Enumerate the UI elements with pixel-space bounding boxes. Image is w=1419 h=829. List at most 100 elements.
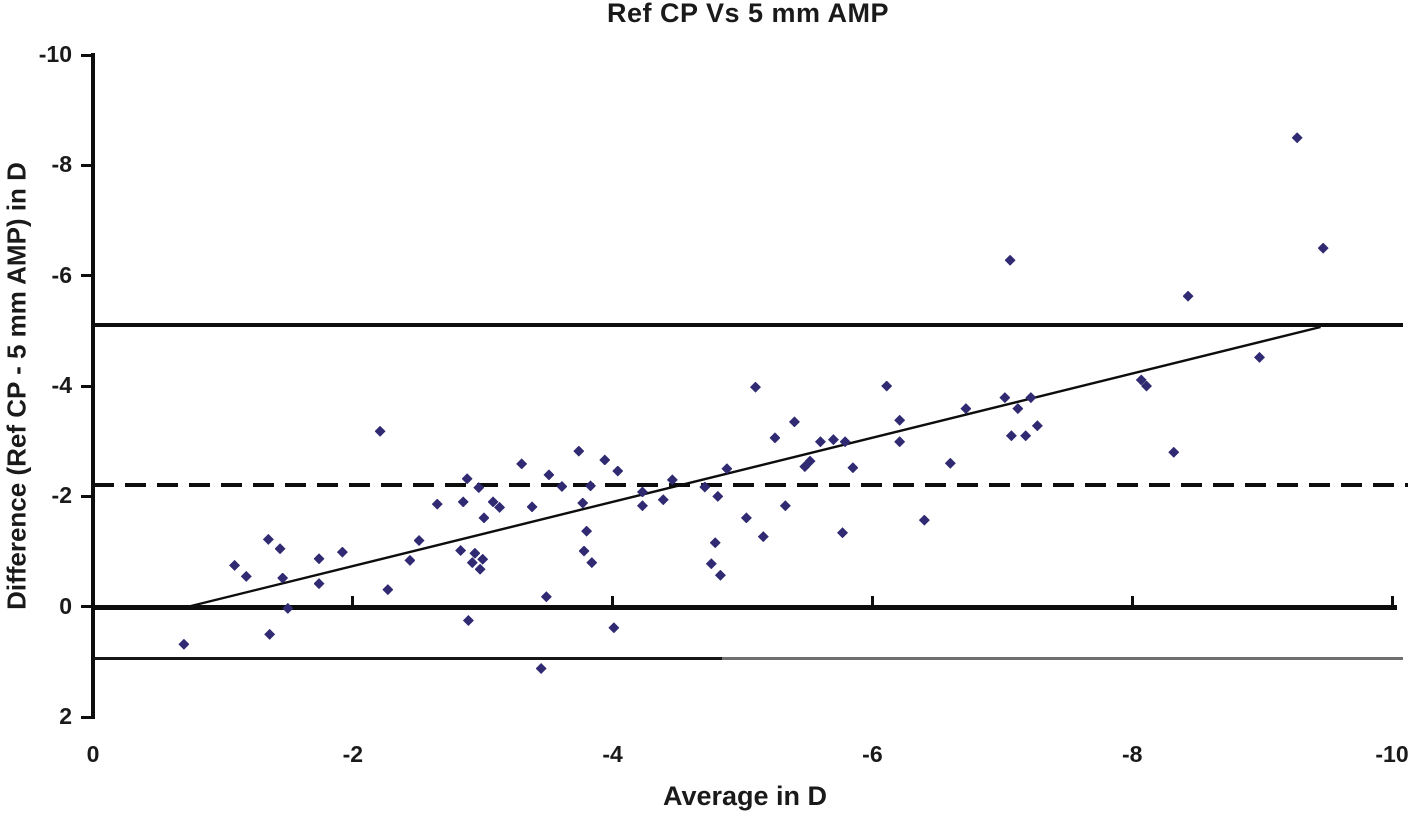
scatter-point	[535, 663, 547, 675]
y-tick-label: -10	[38, 41, 72, 67]
scatter-point	[999, 392, 1011, 404]
scatter-point	[585, 480, 597, 492]
scatter-point	[712, 490, 724, 502]
x-tick-label: -2	[342, 741, 364, 767]
scatter-point	[837, 527, 849, 539]
y-tick-label: -4	[51, 372, 72, 399]
scatter-point	[313, 578, 325, 590]
scatter-point	[1012, 403, 1024, 415]
x-axis-line	[93, 605, 1397, 610]
y-tick-label: 0	[59, 592, 72, 619]
scatter-point	[779, 500, 791, 512]
x-tick-label: -8	[1121, 741, 1143, 767]
scatter-point	[799, 461, 811, 473]
scatter-point	[705, 558, 717, 570]
y-axis-tick	[81, 494, 93, 498]
x-axis-tick	[611, 596, 615, 606]
scatter-point	[277, 572, 289, 584]
scatter-point	[721, 463, 733, 475]
scatter-point	[918, 514, 930, 526]
scatter-point	[1005, 430, 1017, 442]
y-axis-tick	[81, 274, 93, 278]
scatter-point	[581, 525, 593, 537]
scatter-point	[577, 497, 589, 509]
mean-difference-line	[93, 482, 1408, 487]
scatter-point	[749, 381, 761, 393]
scatter-point	[264, 628, 276, 640]
scatter-point	[457, 496, 469, 508]
scatter-point	[1317, 242, 1329, 254]
scatter-point	[1291, 132, 1303, 144]
scatter-point	[1140, 380, 1152, 392]
y-tick-label: -6	[51, 261, 72, 288]
scatter-point	[894, 436, 906, 448]
scatter-point	[466, 557, 478, 569]
upper-limit-line	[93, 322, 1403, 327]
scatter-point	[543, 469, 555, 481]
scatter-point	[1182, 290, 1194, 302]
y-axis-tick	[81, 715, 93, 719]
x-axis-title: Average in D	[662, 781, 828, 811]
scatter-point	[814, 436, 826, 448]
scatter-point	[839, 436, 851, 448]
scatter-point	[699, 481, 711, 493]
scatter-point	[556, 480, 568, 492]
scatter-point	[431, 498, 443, 510]
scatter-point	[282, 602, 294, 614]
lower-limit-line	[93, 656, 1403, 660]
scatter-point	[881, 380, 893, 392]
scatter-point	[462, 615, 474, 627]
x-axis-tick	[870, 596, 874, 606]
y-tick-label: -8	[51, 151, 72, 178]
scatter-point	[1135, 374, 1147, 386]
scatter-point	[666, 474, 678, 486]
scatter-point	[757, 531, 769, 543]
scatter-point	[657, 494, 669, 506]
chart-title: Ref CP Vs 5 mm AMP	[606, 0, 890, 28]
scatter-point	[769, 432, 781, 444]
scatter-point	[262, 533, 274, 545]
scatter-point	[478, 512, 490, 524]
scatter-point	[944, 457, 956, 469]
scatter-point	[229, 559, 241, 571]
scatter-point	[313, 553, 325, 565]
scatter-point	[740, 512, 752, 524]
scatter-point	[636, 486, 648, 498]
scatter-point	[827, 434, 839, 446]
x-axis-tick	[1390, 596, 1394, 606]
scatter-point	[461, 473, 473, 485]
x-tick-label: -4	[602, 741, 623, 767]
scatter-point	[1168, 446, 1180, 458]
x-axis-tick	[1130, 596, 1134, 606]
y-axis-tick	[81, 605, 93, 609]
y-tick-label: 2	[59, 703, 72, 730]
scatter-point	[847, 462, 859, 474]
scatter-point	[473, 482, 485, 494]
scatter-point	[1254, 351, 1265, 363]
scatter-point	[540, 591, 552, 603]
scatter-point	[608, 622, 620, 634]
scatter-point	[709, 537, 721, 549]
scatter-point	[1025, 392, 1037, 404]
scatter-point	[804, 455, 816, 467]
y-axis-tick	[81, 53, 93, 57]
scatter-point	[599, 454, 611, 466]
scatter-point	[1004, 254, 1016, 266]
regression-line	[181, 325, 1321, 610]
scatter-point	[274, 543, 286, 555]
scatter-point	[240, 570, 252, 582]
scatter-point	[474, 563, 486, 575]
scatter-point	[714, 569, 726, 581]
scatter-point	[487, 496, 499, 508]
scatter-point	[494, 501, 506, 513]
scatter-point	[374, 425, 386, 437]
scatter-point	[586, 557, 598, 569]
x-tick-label: -6	[862, 741, 883, 767]
y-tick-label: -2	[51, 482, 72, 509]
y-axis-tick	[81, 384, 93, 388]
scatter-point	[636, 500, 648, 512]
scatter-point	[382, 584, 394, 596]
x-tick-label: -10	[1375, 741, 1409, 767]
